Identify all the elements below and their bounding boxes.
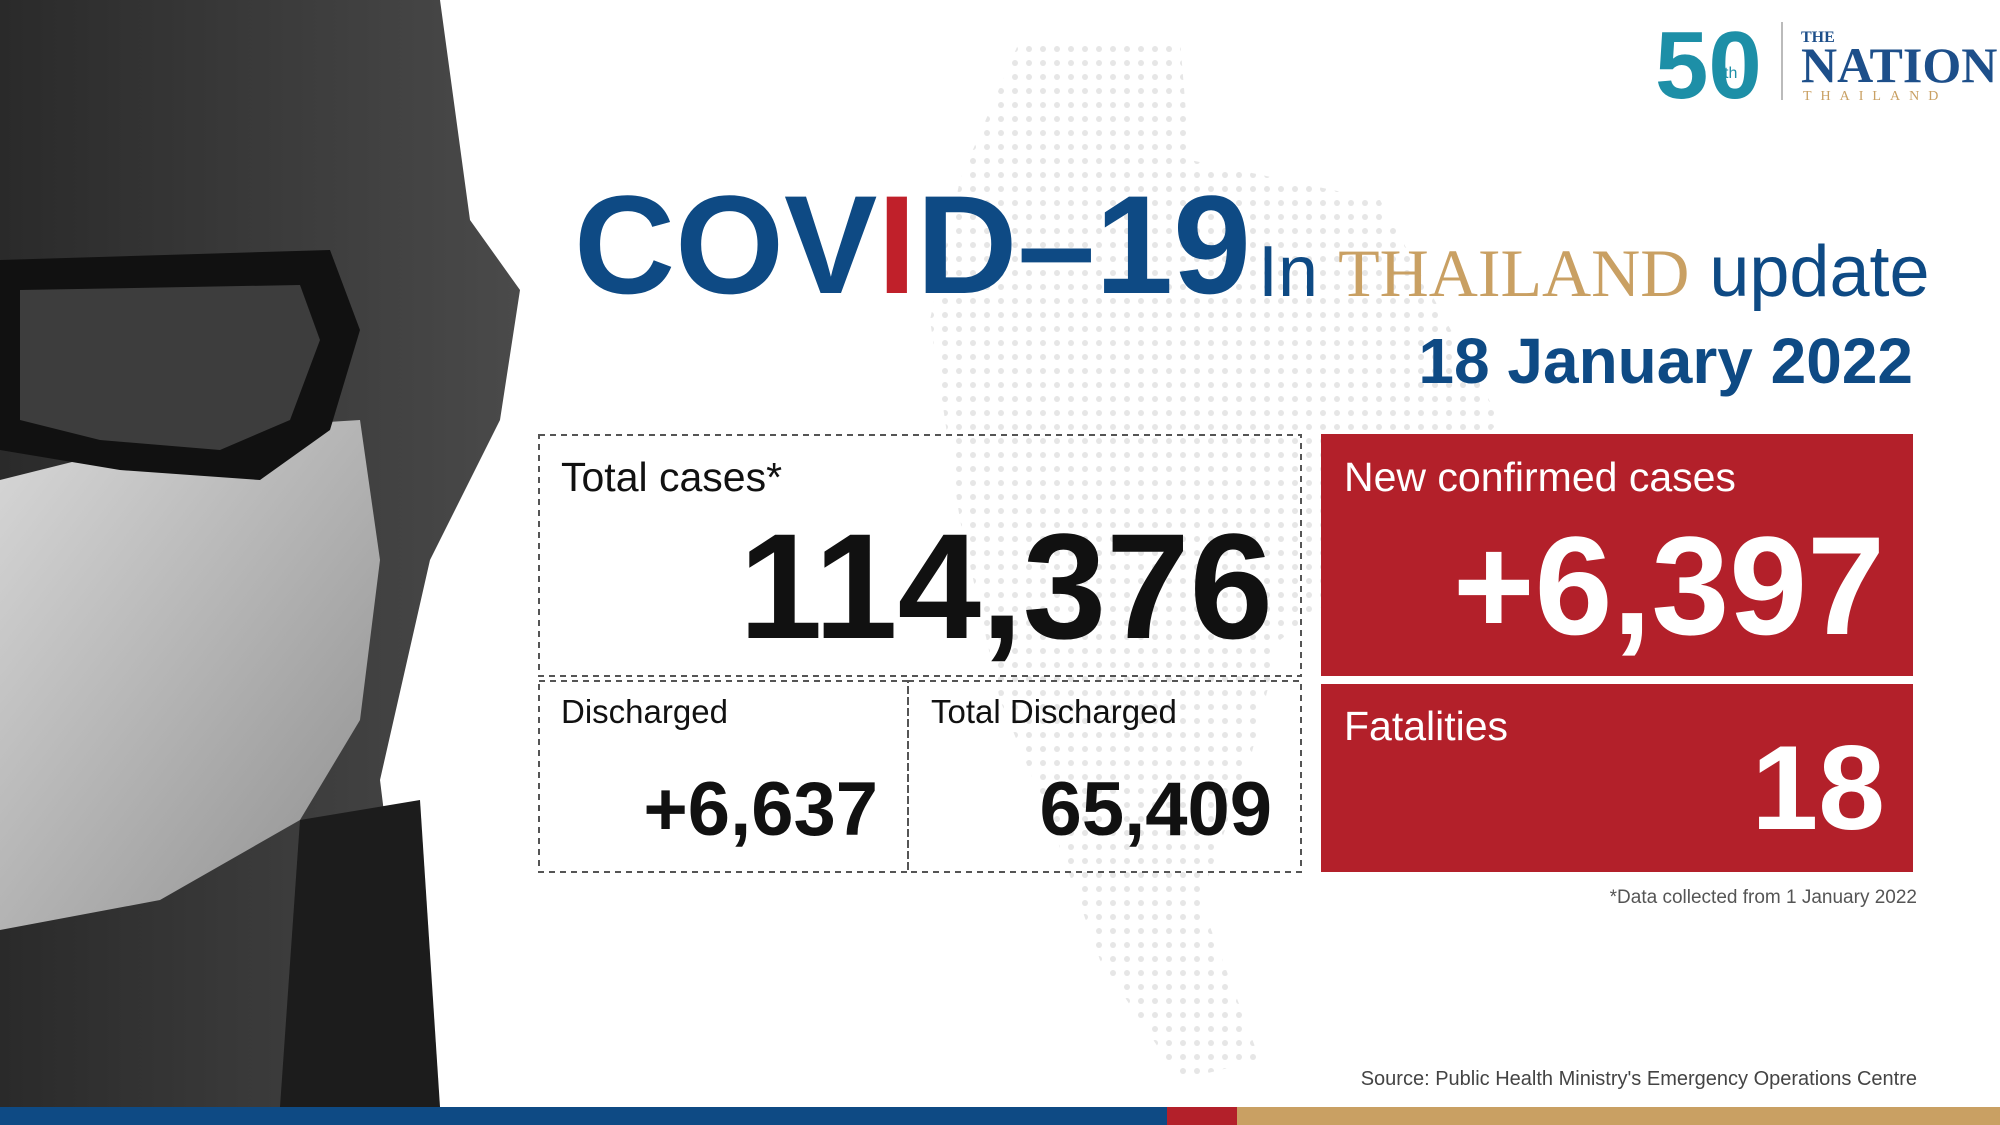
total-cases-label: Total cases*: [561, 454, 782, 500]
logo-anniversary: 50: [1655, 12, 1762, 119]
title-country: THAILAND: [1338, 235, 1689, 311]
new-cases-value: +6,397: [1453, 507, 1885, 664]
title-covid-start: COV: [574, 166, 877, 323]
title-subtitle: In THAILAND update: [1258, 232, 1930, 312]
title-covid-i: I: [877, 166, 916, 323]
total-discharged-label: Total Discharged: [931, 693, 1177, 730]
total-discharged-box: [907, 680, 1302, 873]
title-update: update: [1709, 232, 1929, 312]
map-dots: [930, 40, 1500, 1080]
total-discharged-value: 65,409: [1040, 767, 1272, 852]
new-cases-box: [1321, 434, 1913, 676]
logo-anniversary-suffix: th: [1724, 65, 1737, 82]
logo-the: THE: [1801, 29, 1835, 46]
bottom-bar-blue: [0, 1107, 1167, 1125]
bottom-bar-red: [1167, 1107, 1237, 1125]
fatalities-label: Fatalities: [1344, 703, 1508, 749]
face-illustration: [0, 0, 520, 1107]
total-cases-value: 114,376: [739, 502, 1273, 670]
title-covid-end: D–19: [916, 166, 1251, 323]
fatalities-value: 18: [1752, 721, 1885, 855]
discharged-label: Discharged: [561, 693, 728, 730]
title-in: In: [1258, 232, 1318, 312]
footnote: *Data collected from 1 January 2022: [1610, 887, 1917, 908]
logo-country: THAILAND: [1803, 89, 1947, 104]
source: Source: Public Health Ministry's Emergen…: [1361, 1068, 1917, 1090]
fatalities-box: [1321, 684, 1913, 872]
logo: 50 th THE NATION THAILAND: [1655, 12, 1997, 119]
logo-name: NATION: [1801, 37, 1997, 93]
discharged-value: +6,637: [643, 767, 878, 852]
title-covid: COVID–19: [574, 166, 1251, 323]
bottom-bar-gold: [1237, 1107, 2000, 1125]
new-cases-label: New confirmed cases: [1344, 454, 1736, 500]
date: 18 January 2022: [1418, 325, 1913, 397]
total-cases-box: [538, 434, 1302, 677]
